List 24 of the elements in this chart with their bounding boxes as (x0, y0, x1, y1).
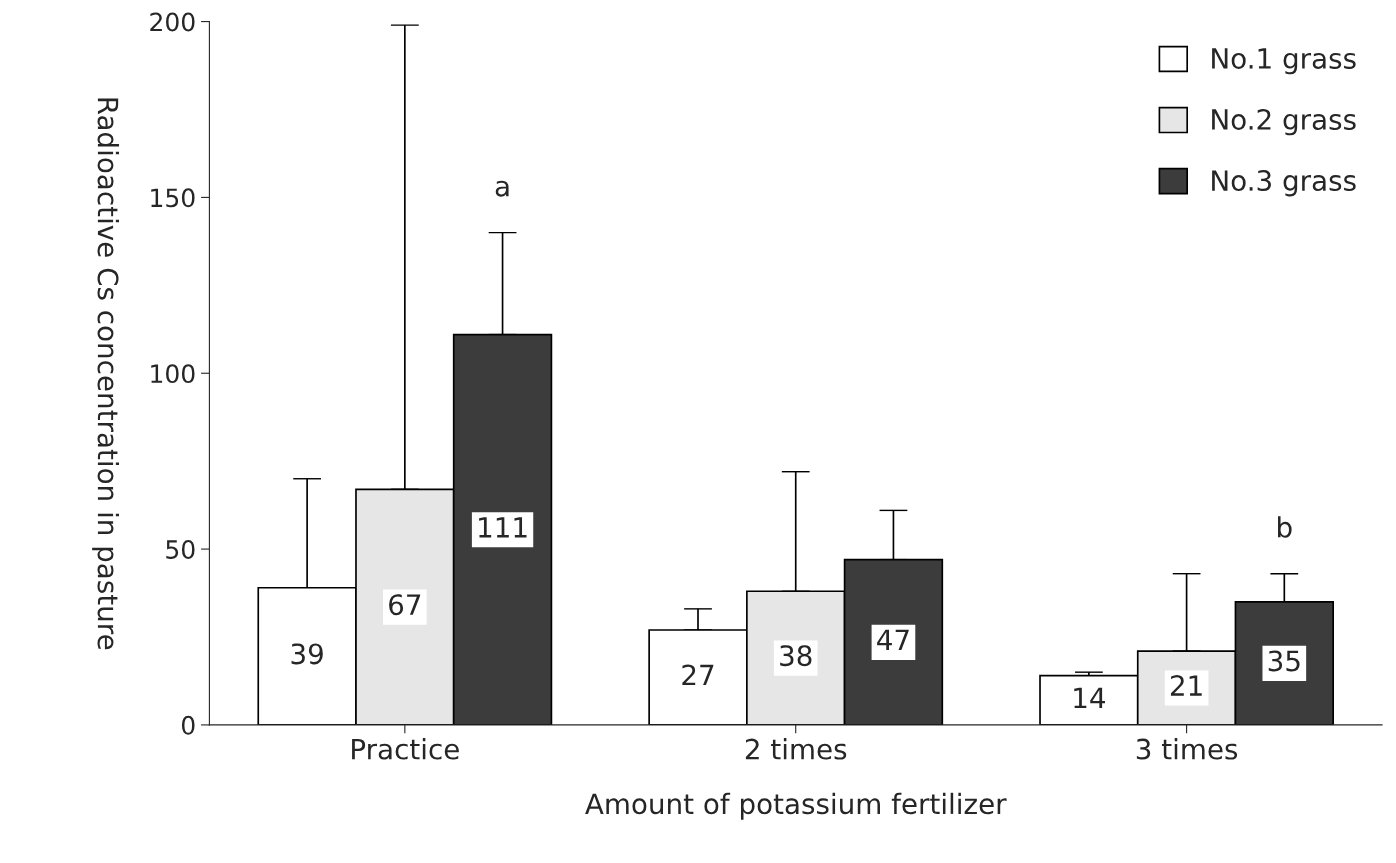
annotation: a (495, 180, 509, 197)
data-label: 27 (682, 664, 714, 686)
y-tick-label: 150 (151, 188, 195, 208)
y-tick-label: 50 (166, 540, 195, 559)
y-tick-label: 0 (181, 715, 195, 735)
x-axis-title: Amount of potassium fertilizer (585, 792, 1007, 820)
data-label: 14 (1074, 687, 1105, 708)
legend-label: No.3 grass (1212, 170, 1356, 197)
data-label: 39 (291, 643, 323, 665)
data-label: 21 (1170, 675, 1202, 696)
annotation: b (1278, 516, 1292, 538)
y-axis-title: Radioactive Cs concentration in pasture (92, 98, 120, 650)
x-tick-label: 3 times (1136, 738, 1238, 760)
x-tick-label: 2 times (745, 738, 847, 760)
x-tick-label: Practice (352, 738, 459, 760)
legend-label: No.1 grass (1212, 48, 1356, 75)
data-label: 35 (1268, 650, 1300, 672)
y-tick-label: 200 (150, 12, 195, 32)
data-label: 67 (389, 594, 421, 616)
data-label: 38 (780, 645, 812, 667)
y-tick-label: 100 (151, 364, 195, 384)
data-label: 111 (479, 517, 527, 538)
legend-label: No.2 grass (1212, 108, 1356, 136)
data-label: 47 (877, 629, 909, 650)
